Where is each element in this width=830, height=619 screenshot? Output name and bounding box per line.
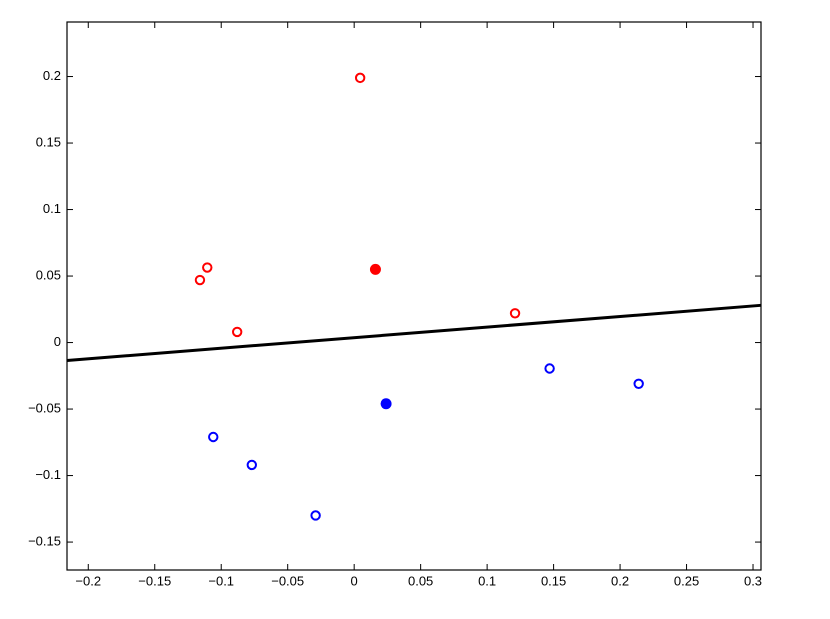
hollow-point	[194, 274, 206, 286]
x-tick-label: −0.1	[208, 573, 234, 588]
x-tick-label: −0.05	[271, 573, 304, 588]
x-tick-label: −0.2	[75, 573, 101, 588]
y-tick-label: 0	[54, 334, 61, 349]
x-tick-label: 0.1	[478, 573, 496, 588]
hollow-point	[544, 363, 555, 374]
x-tick-label: 0	[351, 573, 358, 588]
hollow-point	[202, 262, 213, 273]
y-tick-label: 0.15	[36, 134, 61, 149]
plot-frame	[66, 21, 762, 571]
x-tick-label: 0.2	[611, 573, 629, 588]
hollow-point	[354, 72, 366, 84]
x-tick-label: 0.25	[674, 573, 699, 588]
filled-point	[380, 398, 392, 410]
y-tick-label: 0.2	[43, 68, 61, 83]
y-tick-label: 0.1	[43, 201, 61, 216]
y-tick-label: −0.05	[28, 400, 61, 415]
x-tick-label: 0.05	[408, 573, 433, 588]
hollow-point	[246, 459, 258, 471]
hollow-point	[208, 431, 219, 443]
filled-point	[369, 263, 381, 275]
y-tick-label: −0.15	[28, 534, 61, 549]
hollow-point	[231, 326, 243, 338]
hollow-point	[509, 308, 521, 319]
y-tick-label: −0.1	[35, 467, 61, 482]
hollow-point	[310, 510, 321, 521]
x-tick-label: 0.3	[744, 573, 762, 588]
separator-line	[66, 303, 762, 363]
y-tick-label: 0.05	[36, 267, 61, 282]
x-tick-label: −0.15	[138, 573, 171, 588]
x-tick-label: 0.15	[541, 573, 566, 588]
hollow-point	[633, 378, 644, 389]
